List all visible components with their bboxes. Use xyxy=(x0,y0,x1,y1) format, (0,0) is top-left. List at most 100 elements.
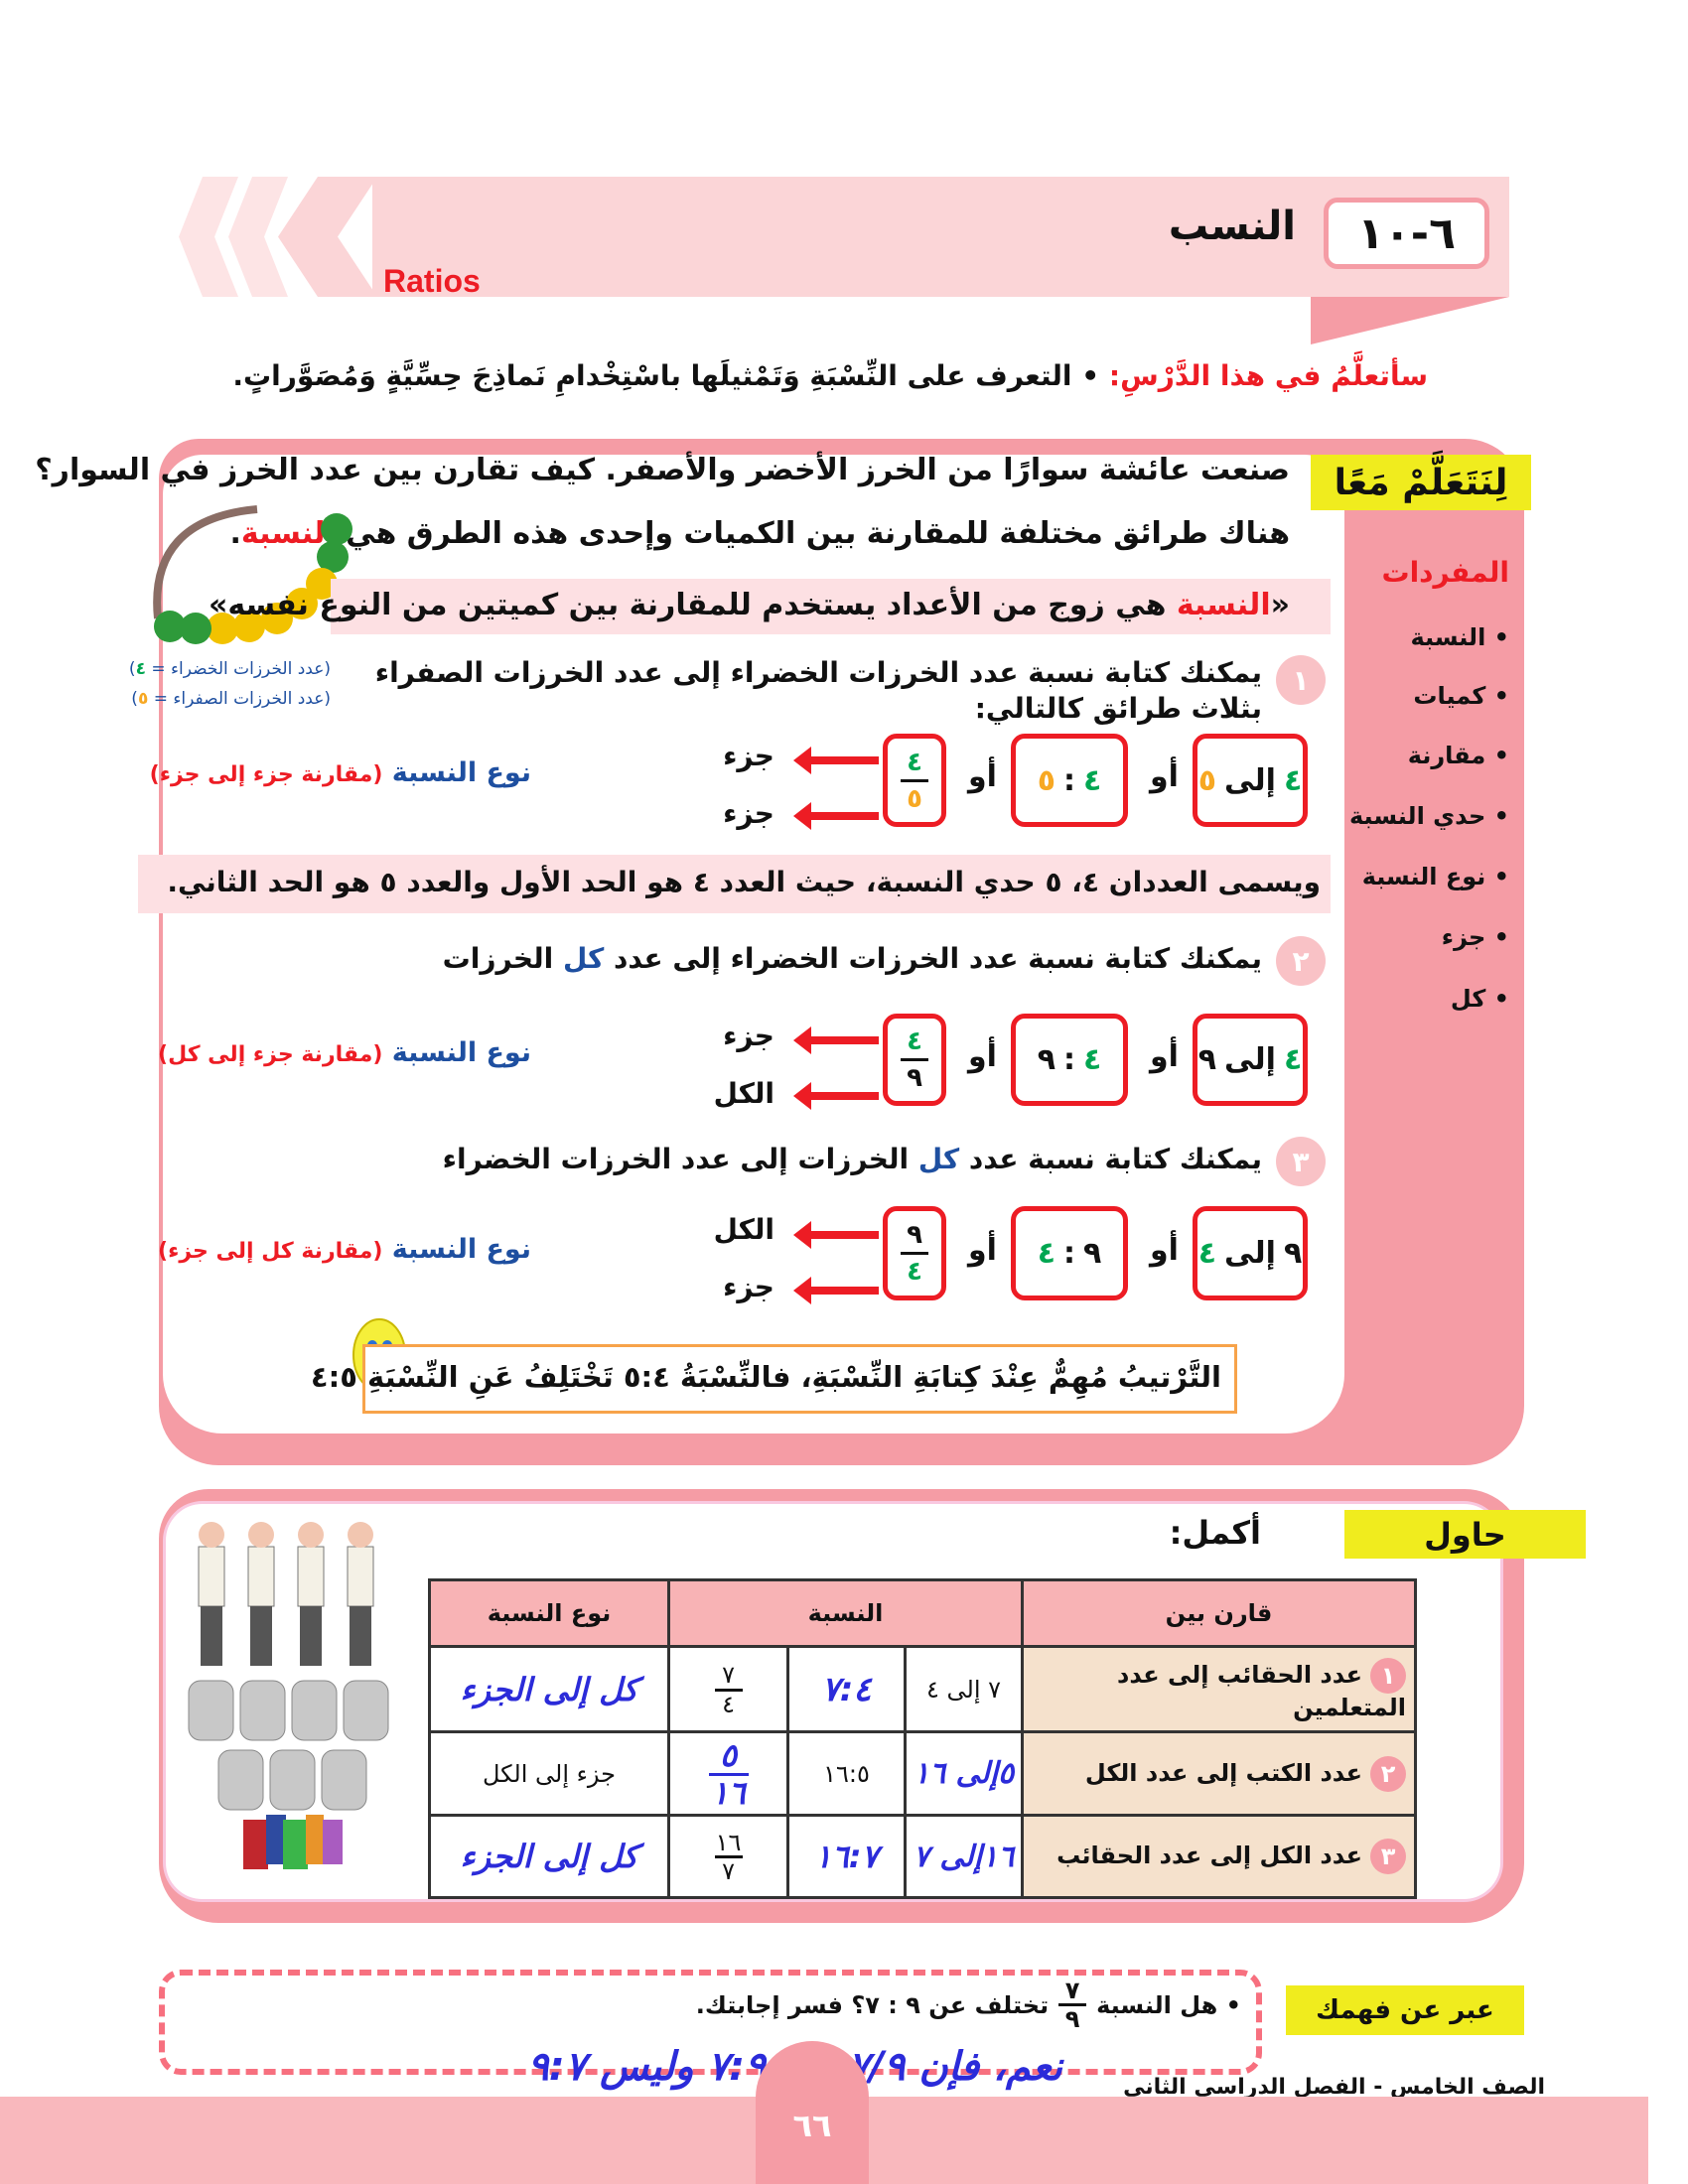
vocab-item: • نوع النسبة xyxy=(1361,863,1509,890)
arrow-left-icon xyxy=(793,1082,879,1110)
ratio-words-cell: ٧ إلى ٤ xyxy=(904,1645,1025,1733)
vocabulary-title: المفردات xyxy=(1381,556,1509,589)
value: (مقارنة كل إلى جزء) xyxy=(158,1239,383,1264)
denominator: ١٦ xyxy=(711,1774,746,1812)
label: نوع النسبة xyxy=(391,1234,531,1265)
term: ٤ xyxy=(1197,1236,1217,1271)
vocab-item: • حدي النسبة xyxy=(1348,802,1509,830)
ratio-fraction-cell[interactable]: ٥ ١٦ xyxy=(666,1730,790,1817)
fraction-bar xyxy=(708,1773,749,1776)
text: الخرزات xyxy=(442,942,563,975)
chevron-decoration xyxy=(278,177,377,297)
ratio-words-box: ٤ إلى ٥ xyxy=(1193,734,1308,827)
complete-instruction: أكمل: xyxy=(1169,1514,1261,1552)
page-number: ٦٦ xyxy=(756,2041,869,2184)
ratio-type-cell[interactable]: كل إلى الجزء xyxy=(428,1645,670,1733)
term-label: جزء xyxy=(723,1020,774,1052)
vocab-item: • كميات xyxy=(1413,682,1509,710)
row-number: ٣ xyxy=(1370,1839,1407,1874)
value: ٤ xyxy=(135,659,146,679)
ratio-colon-cell[interactable]: ١٦:٧ xyxy=(786,1814,908,1899)
vocab-item: • مقارنة xyxy=(1407,742,1509,769)
arrow-left-icon xyxy=(793,1277,879,1304)
ratio-words-cell[interactable]: ١٦إلى ٧ xyxy=(904,1814,1025,1899)
label: نوع النسبة xyxy=(391,757,531,788)
vocab-item: • جزء xyxy=(1441,923,1509,951)
numerator: ٧ xyxy=(1064,1977,1080,2004)
term: ٤ xyxy=(1037,1236,1055,1271)
colon: : xyxy=(1063,1236,1075,1271)
text: ) xyxy=(131,689,138,709)
objective-text: • التعرف على النِّسْبَةِ وَتَمْثيلَها با… xyxy=(232,359,1100,392)
or-word: أو xyxy=(968,1039,997,1074)
term: ٩ xyxy=(1037,1042,1055,1077)
or-word: أو xyxy=(1150,759,1179,794)
ratio-colon-box: ٩:٤ xyxy=(1011,1206,1128,1300)
compare-cell: ٢عدد الكتب إلى عدد الكل xyxy=(1021,1730,1418,1817)
vocab-item: • كل xyxy=(1450,985,1509,1013)
text: « xyxy=(1270,588,1290,622)
text: (عدد الخرزات الخضراء = xyxy=(145,659,331,679)
express-label: عبر عن فهمك xyxy=(1286,1985,1524,2035)
definition-band xyxy=(331,579,1331,634)
row-number: ١ xyxy=(1370,1657,1407,1694)
step-number: ٢ xyxy=(1276,936,1326,986)
ratio-type: نوع النسبة (مقارنة جزء إلى كل) xyxy=(158,1037,531,1068)
compare-cell: ١عدد الحقائب إلى عدد المتعلمين xyxy=(1021,1645,1418,1733)
compare-cell: ٣ عدد الكل إلى عدد الحقائب xyxy=(1021,1814,1418,1899)
term-label: الكل xyxy=(713,1213,774,1246)
tip-text: التَّرْتيبُ مُهِمٌّ عِنْدَ كِتابَةِ النِ… xyxy=(310,1360,1221,1394)
step-number: ٣ xyxy=(1276,1137,1326,1186)
term-label: جزء xyxy=(723,740,774,772)
text: • هل النسبة xyxy=(1096,1990,1241,2019)
term: ٤ xyxy=(1283,762,1303,798)
value: ٥ xyxy=(137,689,149,709)
arrow-left-icon xyxy=(793,747,879,774)
ratio-colon-cell[interactable]: ٧:٤ xyxy=(786,1645,908,1733)
terms-band xyxy=(138,855,1331,913)
numerator: ١٦ xyxy=(715,1828,742,1856)
term: ٥ xyxy=(1197,762,1217,798)
term-label: جزء xyxy=(723,1271,774,1303)
term: ٩ xyxy=(1083,1236,1102,1271)
yellow-count-note: (عدد الخرزات الصفراء = ٥) xyxy=(131,689,331,709)
ratio-type-cell: جزء إلى الكل xyxy=(428,1730,670,1817)
numerator: ٤ xyxy=(907,747,922,777)
ratio-type: نوع النسبة (مقارنة كل إلى جزء) xyxy=(158,1234,531,1265)
banner-fold xyxy=(1311,297,1509,344)
terms-note: ويسمى العددان ٤، ٥ حدي النسبة، حيث العدد… xyxy=(167,866,1321,898)
denominator: ٧ xyxy=(722,1857,735,1885)
ratio-words-cell[interactable]: ٥إلى ١٦ xyxy=(904,1730,1025,1817)
ratio-words-box: ٤ إلى ٩ xyxy=(1193,1014,1308,1106)
fraction-bar xyxy=(714,1855,743,1858)
term-label: الكل xyxy=(713,1077,774,1110)
highlight-term: كل xyxy=(917,1143,960,1175)
text: الخرزات إلى عدد الخرزات الخضراء xyxy=(442,1143,918,1175)
to-word: إلى xyxy=(1224,762,1276,798)
try-label: حاول xyxy=(1344,1510,1586,1559)
or-word: أو xyxy=(968,759,997,794)
column-header: نوع النسبة xyxy=(428,1578,670,1648)
table-row: ٢عدد الكتب إلى عدد الكل ٥إلى ١٦ ١٦:٥ ٥ ١٦… xyxy=(428,1730,1418,1817)
denominator: ٤ xyxy=(722,1690,735,1718)
or-word: أو xyxy=(1150,1039,1179,1074)
compare-text: عدد الكتب إلى عدد الكل xyxy=(1084,1758,1363,1787)
text: يمكنك كتابة نسبة عدد الخرزات الخضراء إلى… xyxy=(604,942,1262,975)
beads xyxy=(154,513,352,644)
ratio-type-cell[interactable]: كل إلى الجزء xyxy=(428,1814,670,1899)
to-word: إلى xyxy=(1224,1042,1276,1077)
intro-line2: هناك طرائق مختلفة للمقارنة بين الكميات و… xyxy=(229,516,1290,551)
term: ٩ xyxy=(1197,1042,1217,1077)
denominator: ٥ xyxy=(907,783,922,814)
grade-label: الصف الخامس - الفصل الدراسي الثاني xyxy=(1123,2075,1545,2100)
highlight-term: النسبة xyxy=(1176,588,1271,622)
text: تختلف عن ٩ : ٧؟ فسر إجابتك. xyxy=(695,1990,1050,2019)
denominator: ٤ xyxy=(907,1257,922,1287)
term: ٩ xyxy=(1283,1236,1303,1271)
numerator: ٥ xyxy=(719,1735,738,1774)
ratio-colon-cell: ١٦:٥ xyxy=(786,1730,908,1817)
